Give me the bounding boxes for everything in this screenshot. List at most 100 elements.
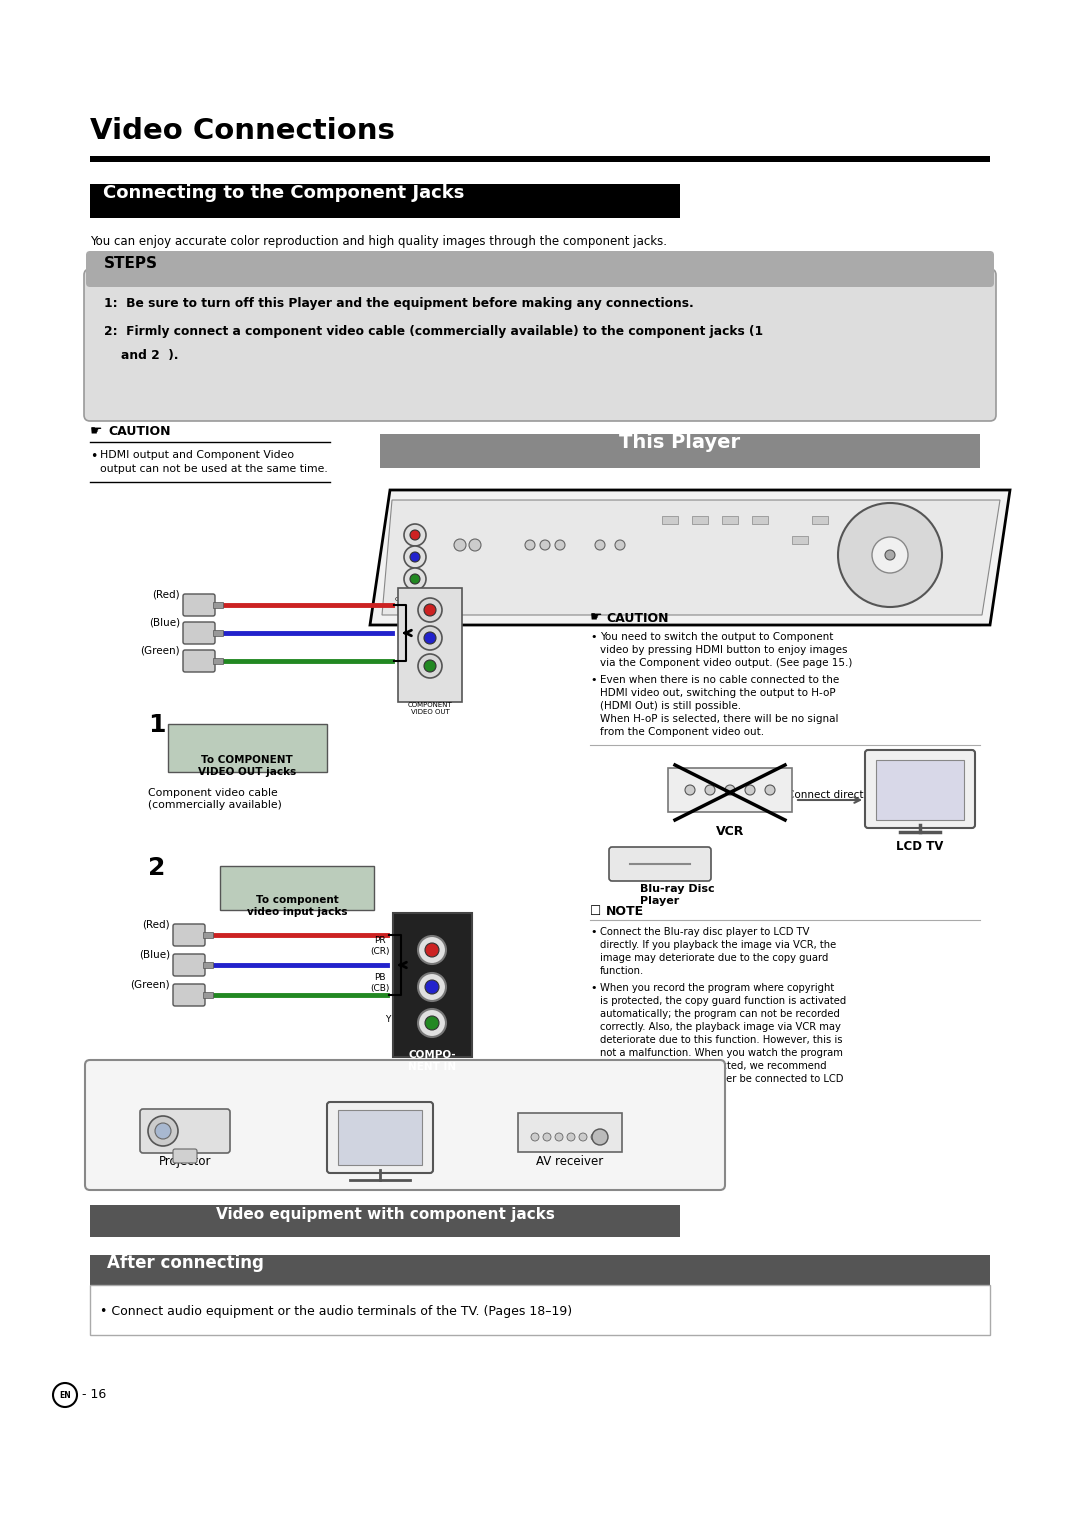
Text: Blu-ray Disc
Player: Blu-ray Disc Player (640, 885, 715, 906)
Text: PR
(CR): PR (CR) (370, 937, 390, 955)
Circle shape (540, 539, 550, 550)
Text: •: • (590, 983, 596, 993)
Circle shape (418, 654, 442, 678)
Text: - 16: - 16 (82, 1389, 106, 1401)
Circle shape (418, 937, 446, 964)
Text: ☛: ☛ (90, 423, 103, 439)
Text: video by pressing HDMI button to enjoy images: video by pressing HDMI button to enjoy i… (600, 645, 848, 656)
Point (386, 596, 399, 614)
Circle shape (745, 785, 755, 795)
Circle shape (591, 1132, 599, 1141)
Point (386, 652, 399, 671)
FancyBboxPatch shape (84, 269, 996, 422)
Text: automatically; the program can not be recorded: automatically; the program can not be re… (600, 1008, 840, 1019)
Circle shape (454, 539, 465, 552)
Bar (203, 932, 213, 938)
Text: via the Component video output. (See page 15.): via the Component video output. (See pag… (600, 659, 852, 668)
FancyBboxPatch shape (399, 588, 462, 701)
Text: deteriorate due to this function. However, this is: deteriorate due to this function. Howeve… (600, 1034, 842, 1045)
Text: EN: EN (59, 1390, 71, 1400)
Circle shape (418, 597, 442, 622)
Text: COMPONENT
VIDEO OUT: COMPONENT VIDEO OUT (407, 701, 453, 715)
Bar (692, 516, 708, 524)
Point (216, 623, 229, 642)
Bar (203, 992, 213, 998)
Circle shape (555, 539, 565, 550)
Polygon shape (370, 490, 1010, 625)
Text: LCD TV: LCD TV (896, 840, 944, 853)
Circle shape (426, 979, 438, 995)
Text: To component
video input jacks: To component video input jacks (246, 895, 348, 917)
Text: (Green): (Green) (131, 979, 170, 989)
Text: VIDEO OUT: VIDEO OUT (397, 605, 433, 610)
FancyBboxPatch shape (86, 251, 994, 287)
Circle shape (555, 1132, 563, 1141)
Bar (876, 759, 964, 821)
Circle shape (424, 660, 436, 672)
Text: •: • (590, 675, 596, 685)
FancyBboxPatch shape (173, 924, 205, 946)
Circle shape (404, 568, 426, 590)
Polygon shape (382, 500, 1000, 614)
Bar (723, 516, 738, 524)
Text: (Red): (Red) (152, 588, 180, 599)
Circle shape (725, 785, 735, 795)
Circle shape (872, 536, 908, 573)
Circle shape (595, 539, 605, 550)
Point (206, 957, 219, 975)
Text: output can not be used at the same time.: output can not be used at the same time. (100, 465, 327, 474)
Text: You can enjoy accurate color reproduction and high quality images through the co: You can enjoy accurate color reproductio… (90, 235, 667, 248)
Text: NOTE: NOTE (606, 905, 644, 918)
Text: correctly. Also, the playback image via VCR may: correctly. Also, the playback image via … (600, 1022, 841, 1031)
Text: not a malfunction. When you watch the program: not a malfunction. When you watch the pr… (600, 1048, 842, 1057)
FancyBboxPatch shape (183, 622, 215, 643)
FancyBboxPatch shape (865, 750, 975, 828)
Circle shape (148, 1115, 178, 1146)
Circle shape (418, 1008, 446, 1038)
Text: directly. If you playback the image via VCR, the: directly. If you playback the image via … (600, 940, 836, 950)
Text: 1: 1 (148, 714, 165, 736)
Bar (380, 434, 980, 468)
Circle shape (531, 1132, 539, 1141)
Text: is protected, the copy guard function is activated: is protected, the copy guard function is… (600, 996, 847, 1005)
Circle shape (426, 943, 438, 957)
Text: function.: function. (600, 966, 645, 976)
Bar (752, 516, 768, 524)
Point (380, 957, 393, 975)
Text: Video Connections: Video Connections (90, 118, 395, 145)
Bar (812, 516, 828, 524)
Text: HDMI output and Component Video: HDMI output and Component Video (100, 451, 294, 460)
Text: PB
(CB): PB (CB) (370, 973, 390, 993)
Circle shape (404, 524, 426, 545)
Text: •: • (590, 633, 596, 642)
FancyBboxPatch shape (173, 984, 205, 1005)
FancyBboxPatch shape (518, 1112, 622, 1152)
Bar (90, 1206, 680, 1238)
Circle shape (418, 973, 446, 1001)
Text: (Blue): (Blue) (139, 949, 170, 960)
Bar (662, 516, 678, 524)
FancyBboxPatch shape (85, 1060, 725, 1190)
Text: CAUTION: CAUTION (606, 613, 669, 625)
Circle shape (543, 1132, 551, 1141)
Circle shape (765, 785, 775, 795)
Text: After connecting: After connecting (107, 1254, 264, 1271)
Text: • Connect audio equipment or the audio terminals of the TV. (Pages 18–19): • Connect audio equipment or the audio t… (100, 1305, 572, 1319)
Text: HDMI video out, switching the output to H-oP: HDMI video out, switching the output to … (600, 688, 836, 698)
Text: where copyright is protected, we recommend: where copyright is protected, we recomme… (600, 1060, 826, 1071)
Point (206, 926, 219, 944)
Text: 2: 2 (148, 856, 165, 880)
Circle shape (567, 1132, 575, 1141)
Text: COMPO-
NENT IN: COMPO- NENT IN (408, 1050, 456, 1071)
Point (380, 926, 393, 944)
Circle shape (424, 633, 436, 643)
Text: Y: Y (384, 1015, 390, 1024)
Text: (Green): (Green) (140, 645, 180, 656)
FancyBboxPatch shape (168, 724, 327, 772)
Circle shape (685, 785, 696, 795)
Circle shape (426, 1016, 438, 1030)
Circle shape (410, 552, 420, 562)
Text: Even when there is no cable connected to the: Even when there is no cable connected to… (600, 675, 839, 685)
Text: COMPONENT: COMPONENT (394, 597, 435, 602)
Bar (213, 602, 222, 608)
